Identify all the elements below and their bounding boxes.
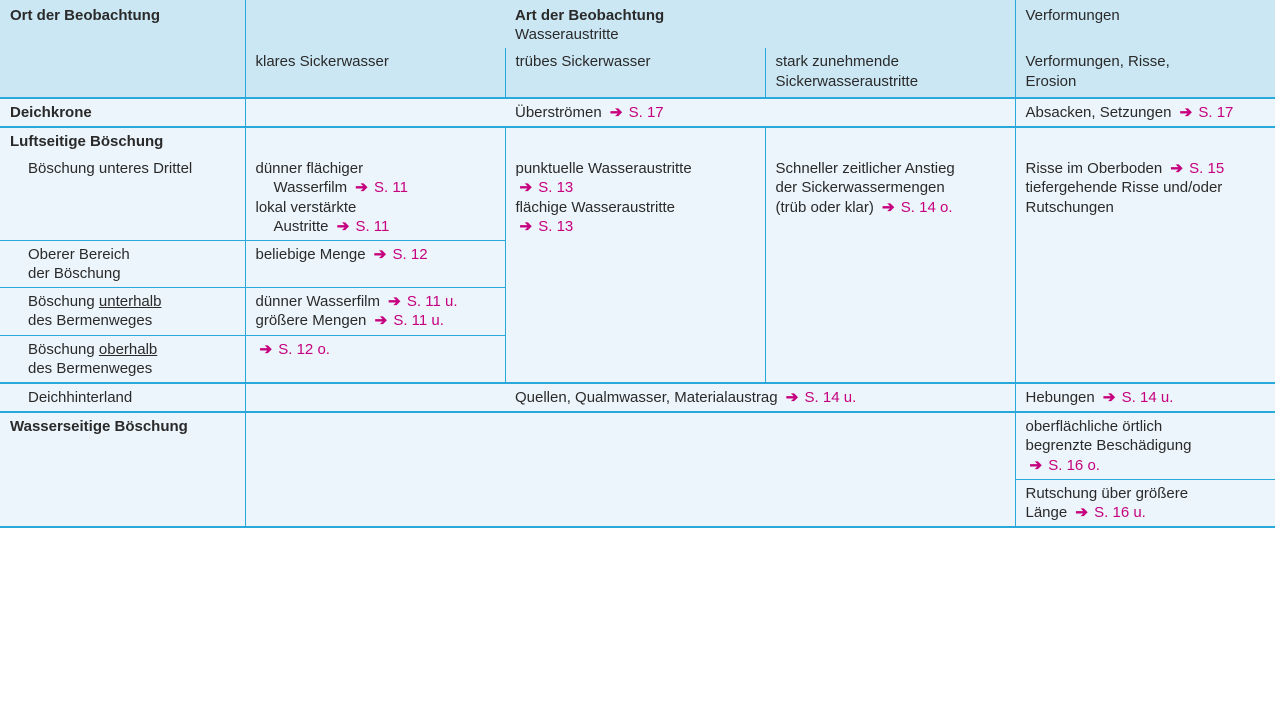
row-deichkrone-right: Absacken, Setzungen ➔ S. 17 (1015, 98, 1275, 127)
page-ref: S. 14 o. (901, 199, 953, 216)
row-luft-d-c2: ➔ S. 12 o. (245, 335, 505, 383)
row-hinter-label: Deichhinterland (0, 383, 245, 412)
hdr-sub-empty (0, 48, 245, 97)
row-hinter-c2 (245, 383, 505, 412)
arrow-icon: ➔ (1026, 457, 1045, 474)
page-ref: S. 11 (355, 218, 389, 235)
arrow-icon: ➔ (1099, 389, 1118, 406)
page-ref: S. 16 u. (1094, 504, 1146, 521)
row-luft-hdr-c5 (1015, 127, 1275, 155)
page-ref: S. 12 (393, 246, 428, 263)
hdr-sub-stark: stark zunehmende Sickerwasseraustritte (765, 48, 1015, 97)
page-ref: S. 15 (1189, 160, 1224, 177)
arrow-icon: ➔ (516, 179, 535, 196)
row-luft-hdr-c3 (505, 127, 765, 155)
hdr-empty1 (245, 0, 505, 48)
row-wasser-a-c5: oberflächliche örtlich begrenzte Beschäd… (1015, 412, 1275, 479)
page-ref: S. 13 (538, 179, 573, 196)
page-ref: S. 11 u. (407, 293, 458, 310)
arrow-icon: ➔ (1176, 104, 1195, 121)
hdr-ort: Ort der Beobachtung (0, 0, 245, 48)
hdr-art: Art der Beobachtung Wasseraustritte (505, 0, 1015, 48)
arrow-icon: ➔ (370, 246, 389, 263)
row-luft-hdr: Luftseitige Böschung (0, 127, 245, 155)
page-ref: S. 17 (629, 104, 664, 121)
row-luft-d-label: Böschung oberhalb des Bermenweges (0, 335, 245, 383)
arrow-icon: ➔ (782, 389, 801, 406)
arrow-icon: ➔ (516, 218, 535, 235)
page-ref: S. 14 u. (805, 389, 857, 406)
row-wasser-c4 (765, 412, 1015, 527)
hdr-verformungen: Verformungen (1015, 0, 1275, 48)
row-wasser-b-c5: Rutschung über größere Länge ➔ S. 16 u. (1015, 479, 1275, 527)
hdr-sub-verf: Verformungen, Risse, Erosion (1015, 48, 1275, 97)
row-wasser-hdr: Wasserseitige Böschung (0, 412, 245, 527)
row-luft-b-label: Oberer Bereich der Böschung (0, 240, 245, 287)
page-ref: S. 16 o. (1048, 457, 1100, 474)
page-ref: S. 11 (374, 179, 408, 196)
row-luft-a-label: Böschung unteres Drittel (0, 155, 245, 240)
page-ref: S. 14 u. (1122, 389, 1174, 406)
arrow-icon: ➔ (1071, 504, 1090, 521)
arrow-icon: ➔ (878, 199, 897, 216)
arrow-icon: ➔ (371, 312, 390, 329)
row-deichkrone-c2 (245, 98, 505, 127)
hdr-art-title: Art der Beobachtung (515, 7, 664, 24)
hdr-sub-klar: klares Sickerwasser (245, 48, 505, 97)
row-luft-hdr-c2 (245, 127, 505, 155)
row-deichkrone-mid: Überströmen ➔ S. 17 (505, 98, 1015, 127)
row-luft-a-c2: dünner flächiger Wasserfilm ➔ S. 11 loka… (245, 155, 505, 240)
row-luft-a-c3: punktuelle Wasseraustritte ➔ S. 13 fläch… (505, 155, 765, 383)
arrow-icon: ➔ (256, 341, 275, 358)
hdr-wasseraustritte: Wasseraustritte (515, 26, 619, 43)
row-hinter-right: Hebungen ➔ S. 14 u. (1015, 383, 1275, 412)
arrow-icon: ➔ (351, 179, 370, 196)
row-luft-hdr-c4 (765, 127, 1015, 155)
arrow-icon: ➔ (1166, 160, 1185, 177)
arrow-icon: ➔ (384, 293, 403, 310)
row-luft-c-c2: dünner Wasserfilm ➔ S. 11 u. größere Men… (245, 288, 505, 335)
row-luft-c-label: Böschung unterhalb des Bermenweges (0, 288, 245, 335)
hdr-sub-trueb: trübes Sickerwasser (505, 48, 765, 97)
beobachtung-table: Ort der Beobachtung Art der Beobachtung … (0, 0, 1275, 528)
row-luft-a-c5: Risse im Oberboden ➔ S. 15 tiefergehende… (1015, 155, 1275, 383)
arrow-icon: ➔ (333, 218, 352, 235)
row-deichkrone-label: Deichkrone (0, 98, 245, 127)
arrow-icon: ➔ (606, 104, 625, 121)
row-wasser-c3 (505, 412, 765, 527)
page-ref: S. 12 o. (278, 341, 330, 358)
row-luft-a-c4: Schneller zeitlicher Anstieg der Sickerw… (765, 155, 1015, 383)
page-ref: S. 11 u. (393, 312, 444, 329)
row-hinter-mid: Quellen, Qualmwasser, Materialaustrag ➔ … (505, 383, 1015, 412)
row-luft-b-c2: beliebige Menge ➔ S. 12 (245, 240, 505, 287)
row-wasser-c2 (245, 412, 505, 527)
page-ref: S. 13 (538, 218, 573, 235)
page-ref: S. 17 (1198, 104, 1233, 121)
